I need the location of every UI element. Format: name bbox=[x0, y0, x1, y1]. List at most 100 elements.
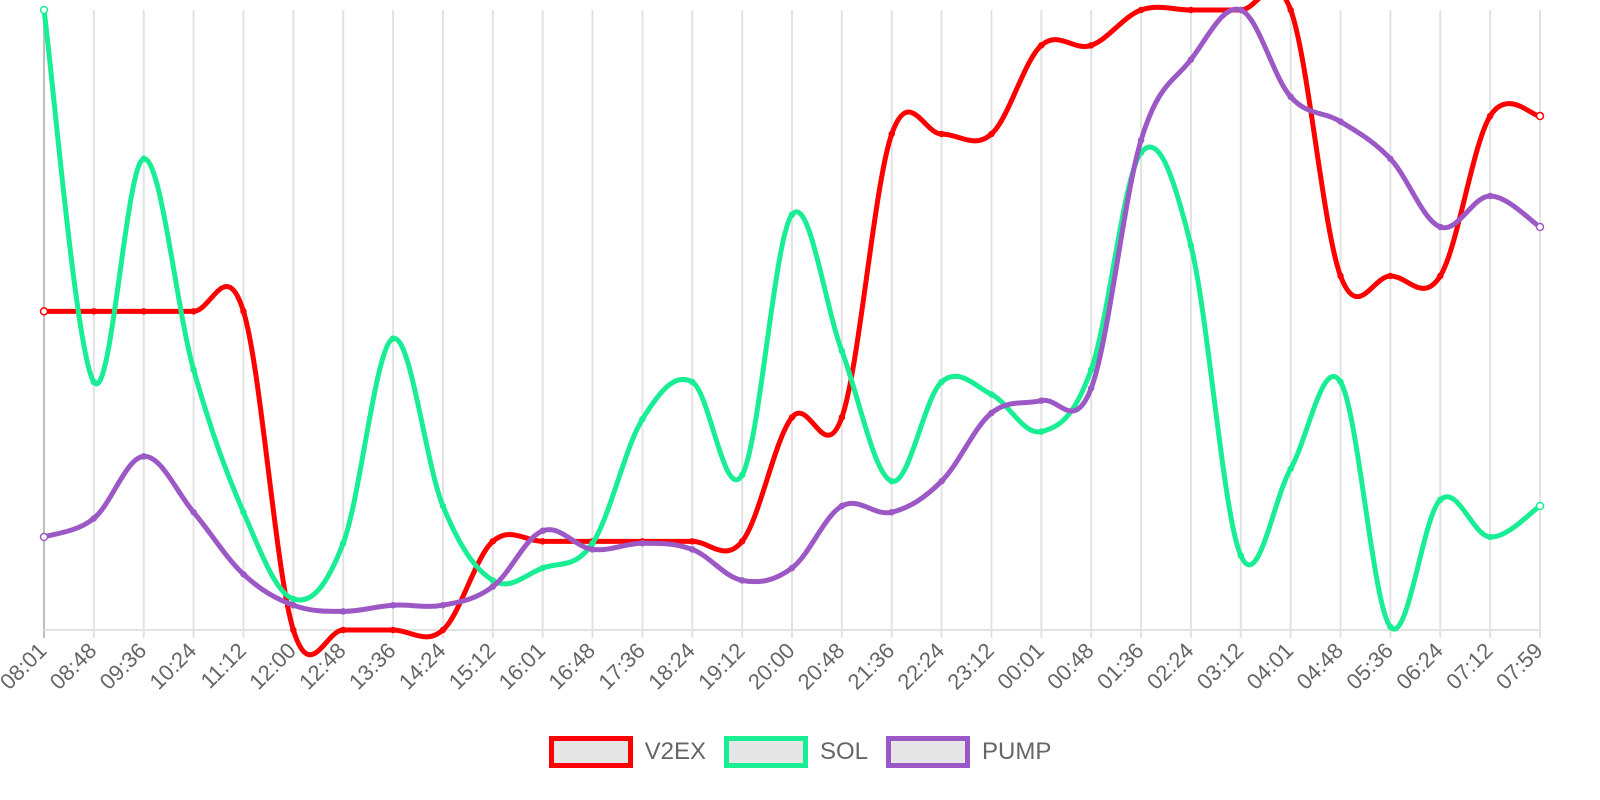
data-point-pump[interactable] bbox=[1038, 397, 1045, 404]
data-point-sol[interactable] bbox=[788, 211, 796, 218]
data-point-v2ex[interactable] bbox=[1038, 42, 1045, 49]
data-point-sol[interactable] bbox=[1237, 552, 1245, 559]
data-point-pump[interactable] bbox=[1287, 93, 1294, 101]
data-point-v2ex[interactable] bbox=[938, 130, 945, 138]
data-point-pump[interactable] bbox=[938, 477, 945, 485]
data-point-sol[interactable] bbox=[738, 471, 746, 479]
data-point-sol[interactable] bbox=[988, 391, 995, 398]
data-point-v2ex[interactable] bbox=[240, 308, 247, 315]
data-point-v2ex[interactable] bbox=[888, 130, 895, 138]
data-point-pump[interactable] bbox=[1337, 118, 1344, 125]
data-point-pump[interactable] bbox=[389, 601, 397, 609]
data-point-pump[interactable] bbox=[1137, 136, 1145, 144]
data-point-pump[interactable] bbox=[90, 515, 98, 522]
legend-item-v2ex[interactable]: V2EX bbox=[548, 736, 706, 768]
data-point-pump[interactable] bbox=[140, 453, 147, 460]
legend-item-pump[interactable]: PUMP bbox=[886, 736, 1051, 768]
data-point-pump[interactable] bbox=[489, 583, 497, 590]
data-point-sol[interactable] bbox=[1535, 501, 1545, 511]
data-point-pump[interactable] bbox=[1535, 222, 1545, 232]
data-point-v2ex[interactable] bbox=[1187, 6, 1195, 14]
data-point-sol[interactable] bbox=[1038, 428, 1045, 435]
data-point-pump[interactable] bbox=[888, 508, 895, 516]
data-point-v2ex[interactable] bbox=[1486, 112, 1494, 120]
data-point-sol[interactable] bbox=[339, 539, 347, 547]
data-point-v2ex[interactable] bbox=[389, 626, 397, 634]
data-point-pump[interactable] bbox=[1486, 192, 1494, 200]
x-tick-label: 04:01 bbox=[1242, 638, 1299, 695]
data-point-v2ex[interactable] bbox=[838, 414, 846, 421]
x-tick-label: 18:24 bbox=[643, 638, 700, 695]
x-tick-label: 21:36 bbox=[843, 638, 900, 695]
data-point-v2ex[interactable] bbox=[539, 538, 546, 545]
x-tick-label: 05:36 bbox=[1341, 638, 1398, 695]
data-point-pump[interactable] bbox=[1387, 155, 1394, 163]
data-point-v2ex[interactable] bbox=[1535, 111, 1545, 121]
data-point-sol[interactable] bbox=[1187, 242, 1195, 249]
data-point-sol[interactable] bbox=[140, 155, 147, 163]
data-point-pump[interactable] bbox=[1187, 56, 1195, 63]
data-point-v2ex[interactable] bbox=[738, 538, 746, 545]
data-point-sol[interactable] bbox=[1387, 623, 1394, 631]
x-tick-label: 06:24 bbox=[1391, 638, 1448, 695]
legend-item-sol[interactable]: SOL bbox=[724, 736, 868, 768]
data-point-pump[interactable] bbox=[290, 601, 297, 609]
data-point-v2ex[interactable] bbox=[1337, 272, 1344, 280]
data-point-v2ex[interactable] bbox=[1137, 6, 1145, 14]
data-point-v2ex[interactable] bbox=[788, 414, 796, 421]
data-point-pump[interactable] bbox=[738, 577, 746, 584]
x-tick-label: 08:48 bbox=[45, 638, 102, 695]
data-point-v2ex[interactable] bbox=[489, 538, 497, 545]
data-point-pump[interactable] bbox=[339, 608, 347, 615]
data-point-sol[interactable] bbox=[1087, 366, 1095, 373]
data-point-pump[interactable] bbox=[240, 570, 247, 578]
data-point-pump[interactable] bbox=[1237, 6, 1245, 14]
data-point-v2ex[interactable] bbox=[1087, 42, 1095, 49]
data-point-pump[interactable] bbox=[1437, 223, 1444, 231]
data-point-v2ex[interactable] bbox=[39, 307, 49, 316]
data-point-pump[interactable] bbox=[689, 546, 696, 553]
data-point-v2ex[interactable] bbox=[140, 308, 147, 315]
data-point-v2ex[interactable] bbox=[190, 308, 197, 315]
data-point-sol[interactable] bbox=[539, 564, 546, 572]
data-point-v2ex[interactable] bbox=[90, 308, 98, 315]
data-point-sol[interactable] bbox=[489, 577, 497, 584]
data-point-sol[interactable] bbox=[838, 347, 846, 355]
data-point-v2ex[interactable] bbox=[988, 130, 995, 138]
data-point-v2ex[interactable] bbox=[439, 626, 447, 634]
data-point-sol[interactable] bbox=[39, 5, 49, 15]
data-point-pump[interactable] bbox=[1087, 384, 1095, 392]
data-point-sol[interactable] bbox=[1437, 496, 1444, 504]
data-point-v2ex[interactable] bbox=[290, 626, 297, 634]
data-point-pump[interactable] bbox=[788, 564, 796, 572]
data-point-v2ex[interactable] bbox=[689, 538, 696, 545]
data-point-sol[interactable] bbox=[689, 378, 696, 386]
data-point-pump[interactable] bbox=[539, 527, 546, 535]
data-point-v2ex[interactable] bbox=[339, 626, 347, 634]
data-point-pump[interactable] bbox=[639, 539, 646, 547]
data-point-sol[interactable] bbox=[938, 378, 945, 386]
data-point-v2ex[interactable] bbox=[1287, 6, 1294, 14]
data-point-sol[interactable] bbox=[888, 477, 895, 485]
data-point-sol[interactable] bbox=[1486, 533, 1494, 541]
data-point-pump[interactable] bbox=[439, 601, 447, 609]
data-point-sol[interactable] bbox=[290, 595, 297, 603]
data-point-pump[interactable] bbox=[589, 546, 596, 553]
data-point-pump[interactable] bbox=[838, 502, 846, 510]
data-point-pump[interactable] bbox=[39, 532, 49, 542]
data-point-pump[interactable] bbox=[988, 409, 995, 417]
data-point-sol[interactable] bbox=[90, 378, 98, 386]
data-point-v2ex[interactable] bbox=[1387, 272, 1394, 280]
legend-swatch-sol bbox=[724, 736, 808, 768]
data-point-sol[interactable] bbox=[240, 508, 247, 516]
data-point-pump[interactable] bbox=[190, 508, 197, 516]
data-point-v2ex[interactable] bbox=[1437, 272, 1444, 280]
data-point-sol[interactable] bbox=[589, 539, 596, 547]
data-point-sol[interactable] bbox=[1337, 378, 1344, 386]
data-point-sol[interactable] bbox=[639, 415, 646, 423]
x-tick-label: 00:48 bbox=[1042, 638, 1099, 695]
data-point-sol[interactable] bbox=[439, 502, 447, 510]
data-point-sol[interactable] bbox=[389, 335, 397, 342]
data-point-sol[interactable] bbox=[1287, 465, 1294, 473]
data-point-sol[interactable] bbox=[190, 366, 197, 373]
